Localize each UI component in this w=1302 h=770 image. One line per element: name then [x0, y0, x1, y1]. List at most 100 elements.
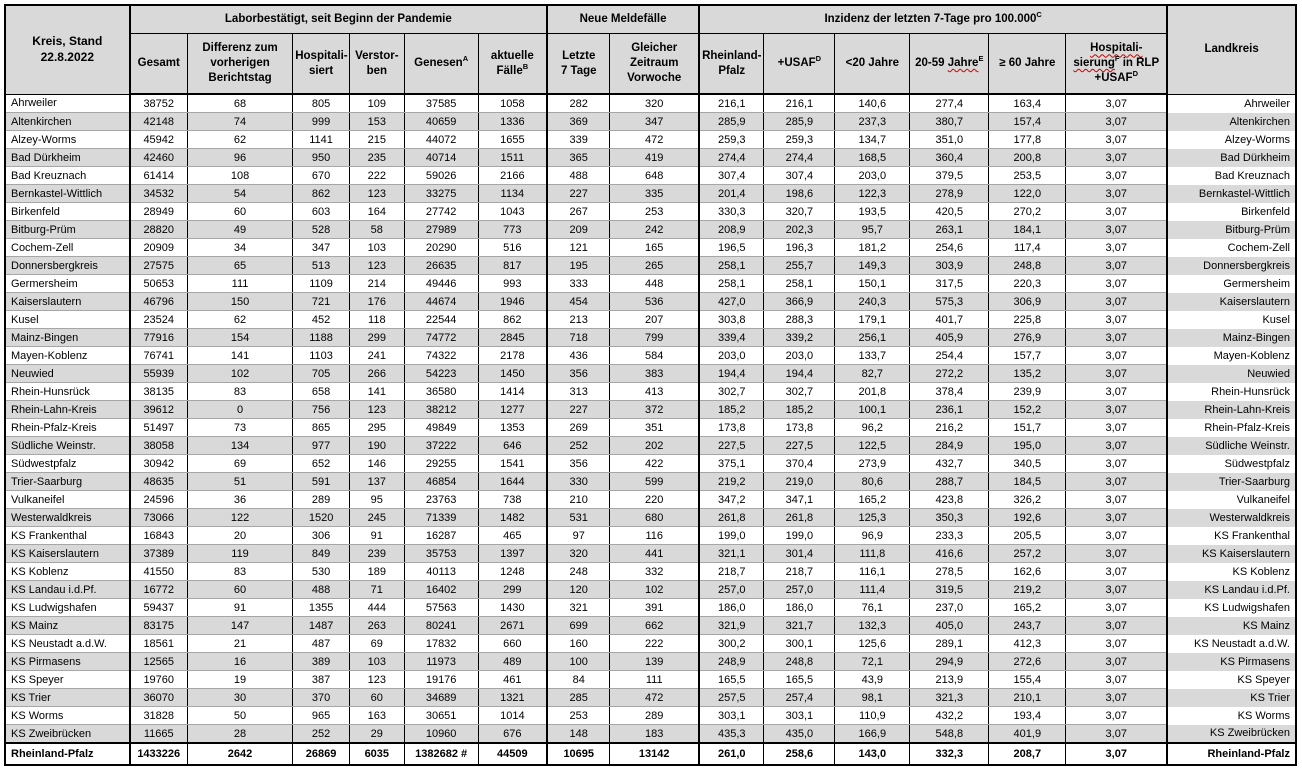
- value-cell-gesamt: 28949: [129, 202, 188, 221]
- value-cell-differenz: 2642: [186, 742, 294, 765]
- value-cell-inzidenz-usaf: 366,9: [763, 292, 836, 311]
- value-cell-hospitalisiert: 950: [292, 148, 350, 167]
- value-cell-unter-20: 143,0: [834, 742, 911, 765]
- value-cell-letzte-7-tage: 84: [546, 670, 611, 689]
- value-cell-hospitalisiert: 370: [292, 688, 350, 707]
- value-cell-unter-20: 96,2: [834, 418, 911, 437]
- value-cell-20-59: 272,2: [909, 364, 990, 383]
- value-cell-hosp-inzidenz: 3,07: [1065, 166, 1169, 185]
- value-cell-aktuelle-faelle: 1321: [477, 688, 549, 707]
- value-cell-hosp-inzidenz: 3,07: [1065, 454, 1169, 473]
- value-cell-inzidenz-usaf: 285,9: [763, 112, 836, 131]
- value-cell-inzidenz-usaf: 261,8: [763, 508, 836, 527]
- value-cell-ab-60: 122,0: [988, 184, 1067, 203]
- value-cell-ab-60: 200,8: [988, 148, 1067, 167]
- value-cell-hospitalisiert: 1103: [292, 346, 350, 365]
- value-cell-inzidenz-rlp: 258,1: [698, 274, 765, 293]
- value-cell-letzte-7-tage: 248: [546, 562, 611, 581]
- value-cell-ab-60: 157,4: [988, 112, 1067, 131]
- value-cell-verstorben: 103: [348, 652, 405, 671]
- value-cell-vorwoche: 391: [609, 598, 701, 617]
- value-cell-letzte-7-tage: 330: [546, 472, 611, 491]
- value-cell-20-59: 360,4: [909, 148, 990, 167]
- value-cell-inzidenz-rlp: 330,3: [698, 202, 765, 221]
- col-header-letzte-7-tage: Letzte 7 Tage: [546, 33, 611, 95]
- value-cell-aktuelle-faelle: 1655: [477, 130, 549, 149]
- value-cell-differenz: 69: [186, 454, 294, 473]
- value-cell-gesamt: 73066: [129, 508, 188, 527]
- value-cell-ab-60: 412,3: [988, 634, 1067, 653]
- value-cell-inzidenz-usaf: 435,0: [763, 724, 836, 744]
- kreis-cell: Birkenfeld: [4, 202, 131, 221]
- kreis-cell: Ahrweiler: [4, 93, 131, 113]
- value-cell-gesamt: 20909: [129, 238, 188, 257]
- value-cell-inzidenz-rlp: 435,3: [698, 724, 765, 744]
- value-cell-ab-60: 220,3: [988, 274, 1067, 293]
- value-cell-aktuelle-faelle: 1134: [477, 184, 549, 203]
- value-cell-20-59: 379,5: [909, 166, 990, 185]
- value-cell-hosp-inzidenz: 3,07: [1065, 130, 1169, 149]
- value-cell-unter-20: 80,6: [834, 472, 911, 491]
- value-cell-vorwoche: 165: [609, 238, 701, 257]
- value-cell-verstorben: 189: [348, 562, 405, 581]
- value-cell-gesamt: 76741: [129, 346, 188, 365]
- landkreis-cell: Rhein-Hunsrück: [1166, 382, 1297, 401]
- value-cell-genesen: 80241: [403, 616, 479, 635]
- value-cell-verstorben: 214: [348, 274, 405, 293]
- value-cell-vorwoche: 265: [609, 256, 701, 275]
- value-cell-verstorben: 95: [348, 490, 405, 509]
- value-cell-ab-60: 225,8: [988, 310, 1067, 329]
- table-row: KS Koblenz 41550 83 530 189 40113 1248 248 332 21…: [4, 562, 1297, 581]
- kreis-cell: KS Landau i.d.Pf.: [4, 580, 131, 599]
- header-text: 7 Tage: [560, 64, 597, 77]
- kreis-cell: Altenkirchen: [4, 112, 131, 131]
- value-cell-hospitalisiert: 1355: [292, 598, 350, 617]
- value-cell-aktuelle-faelle: 738: [477, 490, 549, 509]
- table-row: KS Speyer 19760 19 387 123 19176 461 84 111 165,5…: [4, 670, 1297, 689]
- value-cell-verstorben: 123: [348, 670, 405, 689]
- landkreis-cell: Mayen-Koblenz: [1166, 346, 1297, 365]
- kreis-cell: KS Kaiserslautern: [4, 544, 131, 563]
- table-row: KS Frankenthal 16843 20 306 91 16287 465 97 116 1…: [4, 526, 1297, 545]
- header-text: Pfalz: [718, 64, 746, 77]
- value-cell-verstorben: 91: [348, 526, 405, 545]
- value-cell-unter-20: 240,3: [834, 292, 911, 311]
- table-row: Mayen-Koblenz 76741 141 1103 241 74322 2178 436…: [4, 346, 1297, 365]
- value-cell-differenz: 65: [186, 256, 294, 275]
- value-cell-genesen: 37222: [403, 436, 479, 455]
- value-cell-inzidenz-rlp: 347,2: [698, 490, 765, 509]
- value-cell-20-59: 254,4: [909, 346, 990, 365]
- value-cell-letzte-7-tage: 488: [546, 166, 611, 185]
- value-cell-gesamt: 12565: [129, 652, 188, 671]
- kreis-cell: Westerwaldkreis: [4, 508, 131, 527]
- value-cell-inzidenz-usaf: 258,6: [763, 742, 836, 765]
- value-cell-inzidenz-usaf: 307,4: [763, 166, 836, 185]
- value-cell-20-59: 254,6: [909, 238, 990, 257]
- value-cell-gesamt: 36070: [129, 688, 188, 707]
- value-cell-hospitalisiert: 1188: [292, 328, 350, 347]
- value-cell-genesen: 30651: [403, 706, 479, 725]
- header-text: Hospitali-: [295, 49, 348, 62]
- value-cell-verstorben: 58: [348, 220, 405, 239]
- landkreis-cell: KS Mainz: [1166, 616, 1297, 635]
- value-cell-gesamt: 39612: [129, 400, 188, 419]
- value-cell-inzidenz-rlp: 259,3: [698, 130, 765, 149]
- value-cell-hosp-inzidenz: 3,07: [1065, 544, 1169, 563]
- value-cell-verstorben: 71: [348, 580, 405, 599]
- kreis-cell: Neuwied: [4, 364, 131, 383]
- value-cell-verstorben: 163: [348, 706, 405, 725]
- header-text: siert: [308, 64, 334, 77]
- value-cell-hospitalisiert: 513: [292, 256, 350, 275]
- value-cell-inzidenz-rlp: 321,9: [698, 616, 765, 635]
- value-cell-verstorben: 146: [348, 454, 405, 473]
- value-cell-letzte-7-tage: 252: [546, 436, 611, 455]
- value-cell-genesen: 74772: [403, 328, 479, 347]
- header-text: <20 Jahre: [845, 57, 899, 70]
- value-cell-hospitalisiert: 965: [292, 706, 350, 725]
- value-cell-ab-60: 162,6: [988, 562, 1067, 581]
- value-cell-ab-60: 205,5: [988, 526, 1067, 545]
- col-header-inzidenz-usaf: +USAFD: [763, 33, 836, 95]
- value-cell-letzte-7-tage: 227: [546, 184, 611, 203]
- value-cell-differenz: 122: [186, 508, 294, 527]
- value-cell-vorwoche: 662: [609, 616, 701, 635]
